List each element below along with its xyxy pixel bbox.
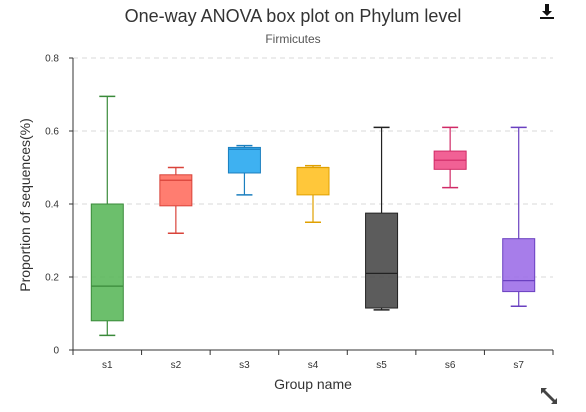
box-iqr [159,174,193,207]
grid-lines [73,57,553,278]
y-tick-label: 0.6 [45,127,59,138]
box-iqr [502,238,536,293]
x-tick-label: s5 [376,360,387,371]
x-tick-label: s6 [445,360,456,371]
box-s6 [433,126,467,189]
box-s7 [502,126,536,307]
expand-icon[interactable] [538,385,560,407]
box-s3 [227,144,261,196]
axes [69,57,554,355]
box-s2 [159,166,193,234]
x-tick-label: s7 [513,360,524,371]
box-iqr [90,203,124,322]
x-tick-label: s1 [102,360,113,371]
y-tick-label: 0.4 [45,200,59,211]
y-tick-label: 0 [53,346,59,357]
download-icon[interactable] [538,2,558,22]
box-s5 [365,126,399,311]
y-tick-label: 0.8 [45,54,59,65]
x-axis-label: Group name [274,376,352,392]
boxes [90,95,536,337]
box-iqr [365,212,399,309]
box-iqr [227,146,261,174]
y-tick-label: 0.2 [45,273,59,284]
tick-labels: 0 0.2 0.4 0.6 0.8 s1 s2 s3 s4 s5 s6 s7 [45,54,524,372]
x-tick-label: s4 [308,360,319,371]
y-axis-label: Proportion of sequences(%) [17,118,33,292]
box-iqr [296,167,330,196]
box-s4 [296,164,330,223]
box-s1 [90,95,124,337]
chart-subtitle: Firmicutes [265,32,321,46]
x-tick-label: s2 [171,360,182,371]
chart-title: One-way ANOVA box plot on Phylum level [124,6,462,26]
x-tick-label: s3 [239,360,250,371]
